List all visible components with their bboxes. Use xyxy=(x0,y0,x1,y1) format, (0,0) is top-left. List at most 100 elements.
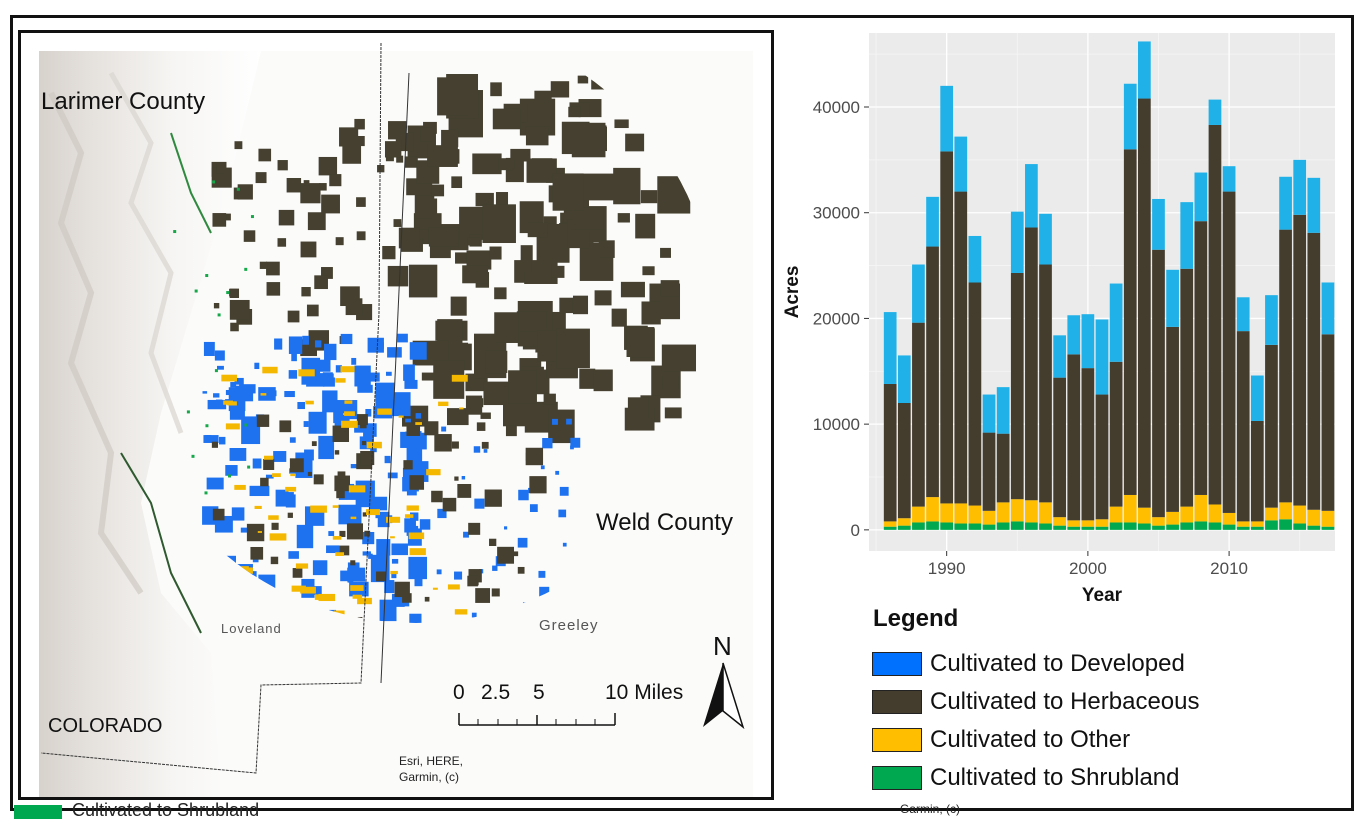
bar-segment xyxy=(1180,268,1194,507)
herbaceous-patch xyxy=(277,238,287,247)
herbaceous-patch xyxy=(301,287,311,297)
loveland-city-label: Loveland xyxy=(221,621,282,636)
legend-swatch xyxy=(872,690,922,714)
developed-patch xyxy=(205,434,212,442)
developed-patch xyxy=(384,455,391,464)
developed-patch xyxy=(213,393,220,398)
shrubland-patch xyxy=(205,424,209,428)
herbaceous-patch xyxy=(494,312,519,343)
herbaceous-patch xyxy=(635,213,656,239)
herbaceous-patch xyxy=(307,212,326,231)
herbaceous-patch xyxy=(278,209,295,226)
developed-patch xyxy=(391,573,397,579)
herbaceous-patch xyxy=(289,458,304,473)
herbaceous-patch xyxy=(321,267,333,279)
herbaceous-patch xyxy=(362,512,367,517)
shrubland-patch xyxy=(194,289,198,293)
shrubland-patch xyxy=(228,474,232,478)
county-boundary-line xyxy=(380,72,410,684)
foothill-shrubland-edge xyxy=(120,452,202,634)
bar-segment xyxy=(1166,269,1179,327)
bar-segment xyxy=(1095,526,1109,530)
herbaceous-patch xyxy=(319,183,327,191)
herbaceous-patch xyxy=(393,219,402,227)
herbaceous-patch xyxy=(490,82,502,97)
other-patch xyxy=(262,366,278,374)
herbaceous-patch xyxy=(491,588,500,597)
bar-segment xyxy=(968,235,982,283)
other-patch xyxy=(390,536,395,539)
other-patch xyxy=(333,610,345,616)
bar-segment xyxy=(1293,523,1307,530)
legend-label: Cultivated to Shrubland xyxy=(930,764,1180,791)
developed-patch xyxy=(230,382,237,388)
herbaceous-patch xyxy=(229,299,250,320)
developed-patch xyxy=(403,364,415,381)
bar-segment xyxy=(1053,335,1066,378)
other-patch xyxy=(341,420,358,428)
developed-patch xyxy=(404,379,418,389)
ridge-shading xyxy=(48,91,144,595)
bar-segment xyxy=(1081,368,1095,521)
developed-patch xyxy=(312,560,328,576)
developed-patch xyxy=(229,410,245,420)
herbaceous-patch xyxy=(292,568,303,578)
herbaceous-patch xyxy=(234,141,243,150)
bar-segment xyxy=(926,246,939,498)
x-tick-label: 2010 xyxy=(1210,559,1248,578)
bar-segment xyxy=(897,518,911,526)
herbaceous-patch xyxy=(339,127,359,147)
bar-segment xyxy=(1010,521,1024,530)
scale-label-10-miles: 10 Miles xyxy=(605,681,684,704)
shrubland-patch xyxy=(191,454,195,458)
bar-segment xyxy=(1109,283,1123,362)
bar-segment xyxy=(1109,506,1123,523)
herbaceous-patch xyxy=(516,311,547,332)
bar-segment xyxy=(1081,520,1095,527)
herbaceous-patch xyxy=(306,304,319,317)
bar-segment xyxy=(1307,232,1321,510)
bar-segment xyxy=(1250,526,1264,530)
bar-segment xyxy=(912,264,925,323)
herbaceous-patch xyxy=(213,302,220,309)
herbaceous-patch xyxy=(642,266,655,276)
bar-segment xyxy=(1236,526,1250,530)
bar-segment xyxy=(1138,98,1151,508)
herbaceous-patch xyxy=(354,135,365,147)
developed-patch xyxy=(407,432,427,450)
developed-patch xyxy=(229,448,247,461)
bar-segment xyxy=(1138,41,1151,99)
developed-patch xyxy=(384,580,395,594)
bar-segment xyxy=(1250,375,1264,421)
herbaceous-patch xyxy=(287,310,300,323)
bar-segment xyxy=(1152,517,1165,526)
herbaceous-patch xyxy=(311,441,317,447)
herbaceous-patch xyxy=(447,408,469,426)
herbaceous-patch xyxy=(626,327,655,358)
developed-patch xyxy=(328,531,335,536)
other-patch xyxy=(398,415,404,418)
herbaceous-patch xyxy=(489,538,497,546)
herbaceous-patch xyxy=(361,440,367,446)
developed-patch xyxy=(436,569,442,575)
other-patch xyxy=(447,584,460,590)
bars xyxy=(883,41,1335,530)
bar-segment xyxy=(1123,522,1137,530)
herbaceous-patch xyxy=(260,477,269,487)
bar-segment xyxy=(1222,524,1236,530)
herbaceous-patch xyxy=(640,190,658,204)
developed-patch xyxy=(558,509,567,518)
other-patch xyxy=(350,516,357,520)
developed-patch xyxy=(313,586,322,595)
developed-patch xyxy=(570,437,581,448)
herbaceous-patch xyxy=(568,106,581,118)
other-patch xyxy=(272,473,281,477)
bar-segment xyxy=(1293,214,1307,506)
developed-patch xyxy=(252,559,259,563)
bar-segment xyxy=(968,505,982,524)
developed-patch xyxy=(288,551,299,559)
herbaceous-patch xyxy=(270,556,279,565)
shrubland-patch xyxy=(214,369,218,373)
other-patch xyxy=(408,532,425,540)
herbaceous-patch xyxy=(435,446,440,451)
